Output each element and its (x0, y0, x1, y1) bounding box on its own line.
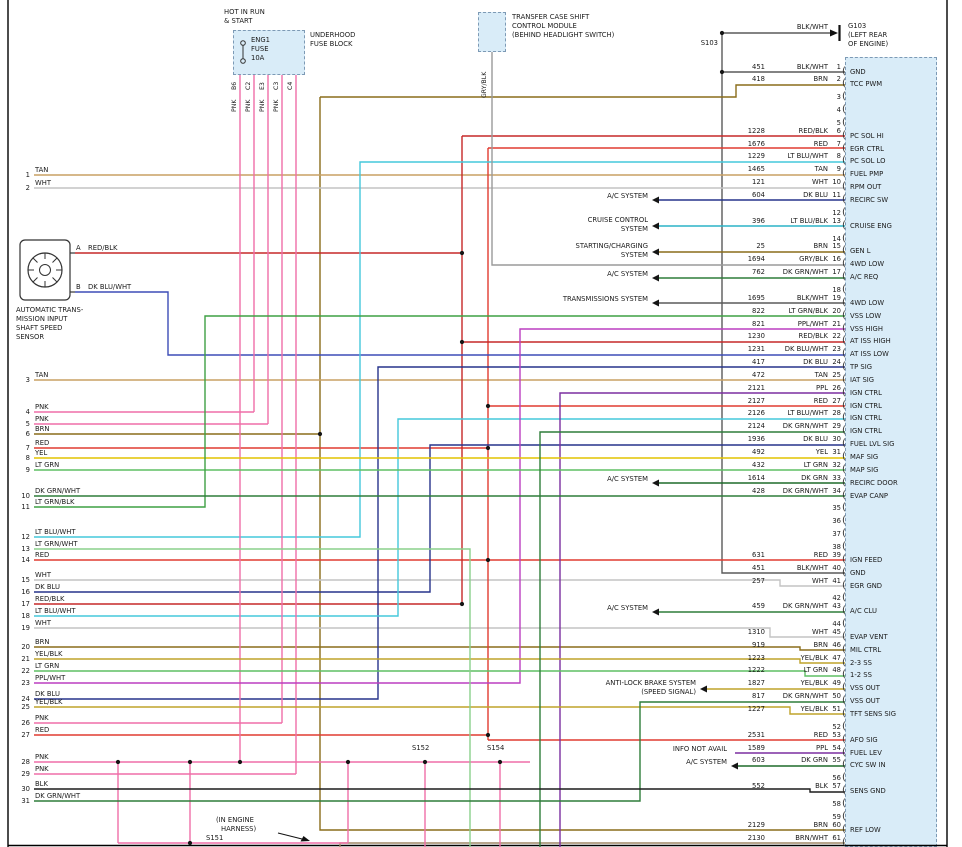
splice-dot (485, 557, 491, 563)
wire-yel_blk (34, 658, 845, 664)
splice-dot (237, 759, 243, 765)
direction-arrow-icon (652, 608, 659, 616)
splice-dot (459, 250, 465, 256)
splice-dot (459, 339, 465, 345)
direction-arrow-icon (652, 196, 659, 204)
splice-dot (422, 759, 428, 765)
wire-blk_wht (721, 33, 845, 574)
splice-dot (345, 759, 351, 765)
wire-dk_blu (34, 366, 845, 700)
splice-dot (485, 403, 491, 409)
direction-arrow-icon (652, 274, 659, 282)
direction-arrow-icon (700, 685, 707, 693)
direction-arrow-icon (731, 762, 738, 770)
splice-dot (719, 30, 725, 36)
wire-wht (34, 579, 845, 587)
wire-dk_blu_wht (75, 291, 845, 356)
splice-dot (187, 759, 193, 765)
splice-dot (115, 759, 121, 765)
speed-sensor-icon (19, 239, 75, 301)
direction-arrow-icon (652, 222, 659, 230)
pcm-connector-block (845, 57, 937, 847)
harness-pointer-icon (277, 832, 310, 842)
splice-dot (719, 69, 725, 75)
wire-ppl (559, 392, 845, 847)
wire-lt_grn_wht (34, 548, 471, 847)
ground-icon (830, 25, 841, 41)
wire-lt_blu_wht (34, 161, 845, 538)
wire-wht (34, 627, 845, 638)
splice-dot (497, 759, 503, 765)
wire-dk_grn_wht (539, 431, 845, 847)
wire-dk_blu (34, 444, 845, 593)
wire-brn (34, 646, 845, 651)
splice-dot (317, 431, 323, 437)
direction-arrow-icon (652, 479, 659, 487)
wire-lt_blu_wht (34, 418, 845, 617)
wire-brn (319, 97, 845, 831)
fuse-icon (240, 40, 246, 64)
wire-blk (34, 788, 845, 793)
wire-ppl_wht (34, 328, 845, 684)
wire-lt_grn_blk (34, 315, 845, 508)
wire-yel_blk (34, 706, 845, 715)
splice-dot (187, 840, 193, 846)
splice-dot (459, 601, 465, 607)
direction-arrow-icon (652, 248, 659, 256)
wire-lt_grn (34, 670, 845, 677)
direction-arrow-icon (652, 299, 659, 307)
wire-dk_grn_wht (34, 701, 845, 802)
splice-dot (485, 732, 491, 738)
splice-dot (485, 445, 491, 451)
transfer-case-module-box (478, 12, 506, 52)
wire-gry_blk (491, 52, 845, 266)
underhood-fuse-block-box (233, 30, 305, 75)
wire-brn (320, 84, 845, 98)
